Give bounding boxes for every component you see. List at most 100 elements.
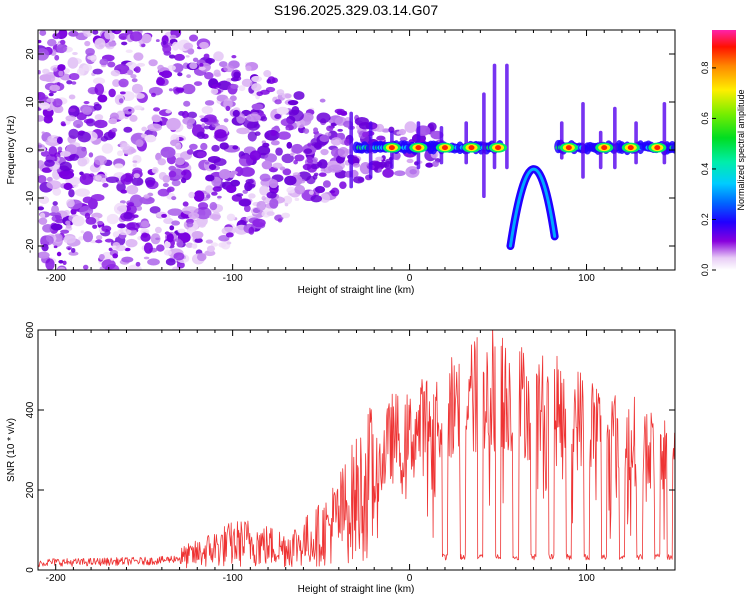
noise-speckle: [99, 58, 109, 66]
noise-speckle: [218, 61, 228, 68]
noise-speckle: [376, 135, 386, 141]
noise-speckle: [152, 131, 158, 137]
noise-speckle: [85, 47, 95, 56]
noise-speckle: [201, 106, 214, 115]
noise-speckle: [98, 253, 105, 261]
noise-speckle: [52, 67, 58, 72]
noise-speckle: [225, 232, 234, 238]
noise-speckle: [189, 34, 199, 42]
noise-speckle: [94, 83, 105, 96]
snr-y-tick-label: 0: [25, 567, 36, 573]
noise-speckle: [313, 127, 319, 133]
noise-speckle: [173, 252, 185, 261]
spectrogram-y-label: Frequency (Hz): [6, 116, 17, 185]
noise-speckle: [300, 179, 306, 184]
noise-speckle: [39, 30, 47, 36]
noise-speckle: [60, 150, 71, 157]
noise-speckle: [404, 121, 417, 133]
snr-y-label: SNR (10 * v/v): [6, 418, 17, 482]
noise-speckle: [148, 86, 163, 96]
noise-speckle: [212, 186, 222, 192]
noise-speckle: [352, 162, 361, 168]
noise-speckle: [53, 245, 58, 249]
noise-speckle: [205, 58, 215, 64]
noise-speckle: [318, 172, 327, 177]
noise-speckle: [175, 142, 182, 150]
noise-speckle: [140, 220, 150, 228]
noise-speckle: [151, 115, 162, 123]
noise-speckle: [94, 37, 106, 50]
noise-speckle: [201, 123, 206, 128]
noise-speckle: [185, 242, 194, 248]
noise-speckle: [249, 150, 262, 161]
noise-speckle: [82, 106, 93, 115]
vertical-streak: [505, 63, 509, 170]
noise-speckle: [157, 158, 167, 166]
spectrogram-marks: [38, 30, 675, 270]
noise-speckle: [131, 78, 138, 83]
noise-speckle: [176, 239, 184, 248]
noise-speckle: [92, 30, 99, 35]
noise-speckle: [113, 202, 128, 215]
noise-speckle: [60, 39, 66, 45]
noise-speckle: [68, 189, 75, 198]
noise-speckle: [203, 53, 210, 59]
noise-speckle: [56, 251, 62, 257]
hot-spot-core: [415, 145, 422, 151]
noise-speckle: [406, 158, 414, 164]
vertical-streak: [581, 102, 585, 179]
snr-series-line: [38, 330, 675, 569]
noise-speckle: [377, 168, 382, 173]
noise-speckle: [108, 88, 116, 98]
noise-speckle: [123, 212, 133, 220]
noise-speckle: [277, 131, 291, 140]
noise-speckle: [252, 218, 266, 228]
noise-speckle: [88, 152, 94, 158]
noise-speckle: [38, 251, 50, 259]
hot-spot-core: [654, 145, 661, 151]
signal-line-core: [671, 142, 675, 154]
noise-speckle: [327, 164, 343, 173]
hot-spot-core: [495, 145, 502, 151]
noise-speckle: [182, 83, 196, 95]
noise-speckle: [316, 112, 331, 124]
noise-speckle: [101, 225, 112, 233]
noise-speckle: [141, 126, 147, 132]
noise-speckle: [146, 180, 159, 190]
noise-speckle: [393, 170, 406, 177]
noise-speckle: [181, 110, 189, 119]
noise-speckle: [264, 153, 277, 163]
noise-speckle: [47, 135, 60, 143]
noise-speckle: [83, 118, 94, 124]
spectrogram-x-label: Height of straight line (km): [298, 285, 415, 296]
noise-speckle: [150, 233, 161, 245]
noise-speckle: [238, 85, 246, 92]
noise-speckle: [117, 223, 126, 229]
vertical-streak: [613, 106, 617, 170]
noise-speckle: [191, 230, 204, 239]
noise-speckle: [164, 240, 171, 249]
noise-speckle: [66, 198, 75, 208]
noise-speckle: [163, 217, 174, 225]
noise-speckle: [232, 109, 240, 117]
noise-speckle: [314, 185, 326, 194]
noise-speckle: [42, 223, 54, 233]
noise-speckle: [125, 238, 138, 248]
noise-speckle: [83, 30, 92, 38]
noise-speckle: [246, 120, 260, 131]
noise-speckle: [319, 134, 330, 143]
noise-speckle: [285, 127, 290, 131]
noise-speckle: [114, 163, 124, 169]
noise-speckle: [71, 81, 77, 85]
noise-speckle: [382, 168, 394, 178]
noise-speckle: [270, 140, 280, 146]
vertical-streak: [634, 121, 638, 165]
noise-speckle: [180, 177, 187, 184]
noise-speckle: [167, 208, 183, 216]
noise-speckle: [56, 136, 63, 145]
noise-speckle: [59, 161, 72, 172]
noise-speckle: [87, 55, 97, 61]
noise-speckle: [247, 131, 257, 142]
noise-speckle: [68, 128, 79, 139]
noise-speckle: [93, 119, 108, 129]
